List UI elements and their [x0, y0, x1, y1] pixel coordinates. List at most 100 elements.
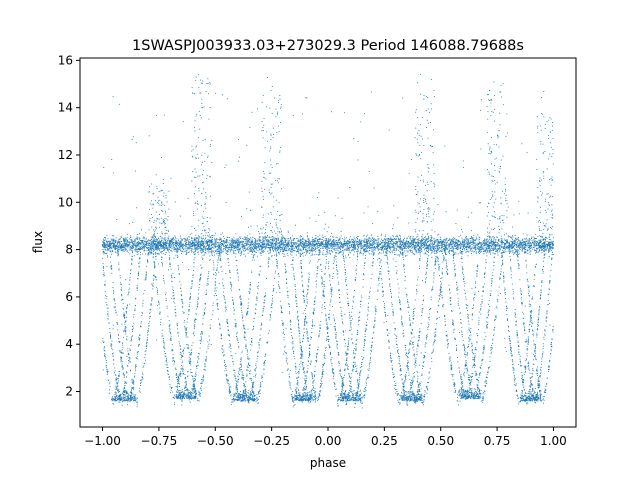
data-point: [424, 238, 426, 240]
data-point: [306, 236, 308, 238]
data-point: [408, 240, 409, 242]
data-point: [471, 244, 473, 245]
data-point: [162, 245, 164, 247]
data-point: [446, 241, 448, 243]
data-point: [166, 242, 168, 244]
data-point: [490, 245, 492, 247]
data-point: [124, 249, 126, 251]
data-point: [349, 238, 350, 240]
data-point: [251, 244, 253, 246]
data-point: [457, 240, 459, 242]
data-point: [156, 240, 158, 242]
data-point: [204, 249, 206, 251]
data-point: [287, 241, 289, 243]
data-point: [113, 246, 115, 248]
data-point: [202, 246, 204, 248]
data-point: [536, 238, 537, 239]
data-point: [549, 246, 551, 248]
data-point: [349, 252, 351, 254]
data-point: [112, 247, 114, 249]
data-point: [321, 244, 323, 246]
data-point: [490, 244, 492, 246]
data-point: [330, 238, 332, 240]
data-point: [354, 245, 356, 246]
data-point: [277, 245, 279, 247]
data-point: [541, 235, 542, 237]
data-point: [150, 244, 151, 246]
data-point: [170, 241, 172, 243]
data-point: [103, 251, 105, 253]
data-point: [317, 253, 319, 255]
data-point: [544, 248, 546, 250]
data-point: [105, 239, 107, 241]
data-point: [248, 239, 250, 241]
data-point: [364, 245, 366, 247]
data-point: [225, 252, 227, 254]
data-point: [282, 237, 284, 239]
data-point: [242, 241, 244, 243]
data-point: [442, 243, 444, 245]
data-point: [287, 238, 289, 240]
data-point: [202, 242, 204, 244]
data-point: [259, 233, 261, 235]
data-point: [443, 248, 444, 249]
data-point: [434, 243, 435, 245]
data-point: [260, 240, 262, 241]
data-point: [123, 247, 125, 249]
data-point: [185, 246, 186, 248]
data-point: [525, 237, 527, 239]
data-point: [170, 247, 172, 249]
data-point: [516, 248, 518, 250]
data-point: [141, 241, 143, 243]
data-point: [477, 248, 479, 250]
data-point: [168, 240, 170, 242]
data-point: [302, 247, 304, 249]
data-point: [320, 242, 322, 244]
data-point: [308, 252, 310, 254]
data-point: [426, 248, 428, 250]
data-point: [410, 251, 412, 253]
data-point: [339, 251, 341, 253]
data-point: [115, 237, 117, 239]
data-point: [529, 247, 530, 248]
data-point: [291, 243, 292, 245]
data-point: [419, 246, 421, 248]
data-point: [436, 252, 438, 254]
data-point: [467, 251, 469, 253]
data-point: [298, 243, 300, 245]
data-point: [183, 243, 185, 245]
data-point: [136, 245, 138, 247]
data-point: [243, 236, 245, 238]
data-point: [312, 246, 314, 248]
data-point: [498, 248, 500, 250]
data-point: [315, 247, 317, 249]
data-point: [353, 241, 355, 243]
data-point: [244, 239, 246, 241]
data-point: [375, 239, 377, 241]
data-point: [336, 252, 338, 254]
data-point: [550, 241, 552, 243]
data-point: [515, 252, 517, 254]
data-point: [257, 238, 259, 240]
data-point: [137, 237, 139, 239]
data-point: [364, 251, 366, 253]
data-point: [207, 244, 209, 246]
data-point: [130, 235, 132, 237]
data-point: [489, 243, 491, 245]
data-point: [113, 247, 115, 249]
data-point: [301, 242, 303, 244]
data-point: [428, 245, 430, 247]
data-point: [256, 249, 257, 251]
data-point: [321, 244, 323, 245]
data-point: [313, 254, 315, 256]
data-point: [509, 245, 511, 247]
data-point: [391, 243, 393, 245]
data-point: [202, 249, 204, 251]
data-point: [282, 248, 284, 250]
data-point: [359, 243, 361, 245]
data-point: [172, 239, 174, 241]
data-point: [326, 248, 328, 250]
data-point: [382, 247, 384, 249]
data-point: [315, 242, 317, 244]
data-point: [107, 248, 108, 250]
